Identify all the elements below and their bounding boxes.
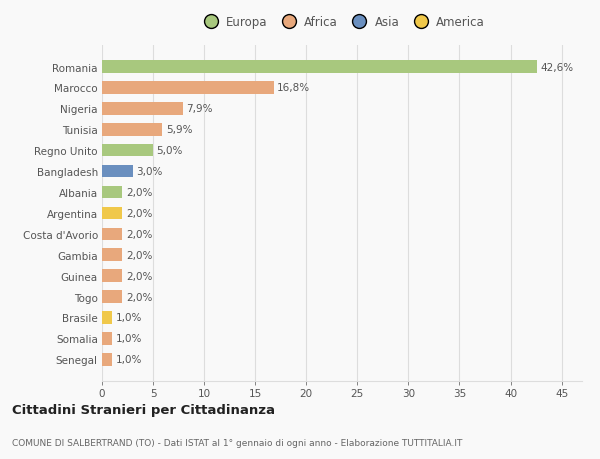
Text: Cittadini Stranieri per Cittadinanza: Cittadini Stranieri per Cittadinanza [12,403,275,416]
Text: 16,8%: 16,8% [277,83,310,93]
Bar [102,228,122,241]
Text: 42,6%: 42,6% [541,62,574,73]
Bar [102,61,537,73]
Bar [102,82,274,95]
Text: 2,0%: 2,0% [126,208,152,218]
Text: 7,9%: 7,9% [186,104,213,114]
Bar [102,145,153,157]
Text: 5,0%: 5,0% [157,146,183,156]
Bar [102,186,122,199]
Text: 1,0%: 1,0% [116,354,142,364]
Text: 2,0%: 2,0% [126,250,152,260]
Bar [102,103,182,115]
Text: COMUNE DI SALBERTRAND (TO) - Dati ISTAT al 1° gennaio di ogni anno - Elaborazion: COMUNE DI SALBERTRAND (TO) - Dati ISTAT … [12,438,463,447]
Text: 1,0%: 1,0% [116,334,142,344]
Bar [102,165,133,178]
Text: 2,0%: 2,0% [126,230,152,239]
Text: 5,9%: 5,9% [166,125,193,135]
Text: 2,0%: 2,0% [126,292,152,302]
Text: 2,0%: 2,0% [126,188,152,197]
Bar [102,207,122,220]
Bar [102,124,162,136]
Text: 3,0%: 3,0% [136,167,163,177]
Bar [102,332,112,345]
Bar [102,270,122,282]
Bar [102,291,122,303]
Bar [102,249,122,262]
Bar [102,353,112,366]
Legend: Europa, Africa, Asia, America: Europa, Africa, Asia, America [194,11,490,34]
Text: 2,0%: 2,0% [126,271,152,281]
Bar [102,312,112,324]
Text: 1,0%: 1,0% [116,313,142,323]
